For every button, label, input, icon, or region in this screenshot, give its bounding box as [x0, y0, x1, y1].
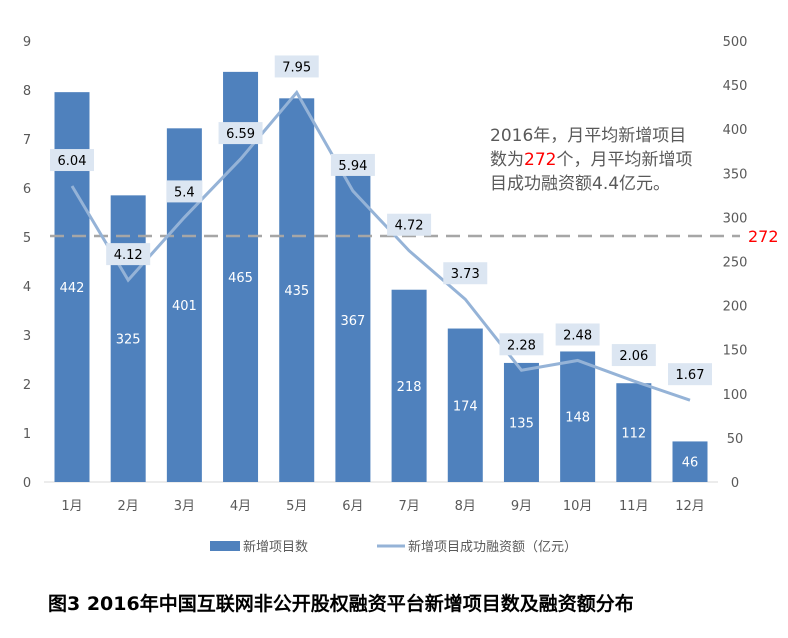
line-value-label: 5.94	[338, 159, 367, 174]
line-value-box	[106, 243, 151, 266]
legend: 新增项目数 新增项目成功融资额（亿元）	[210, 539, 577, 555]
left-tick-label: 5	[23, 231, 31, 246]
line-value-label: 1.67	[676, 368, 705, 383]
left-tick-label: 4	[23, 280, 31, 295]
legend-label-bar: 新增项目数	[243, 539, 308, 555]
line-value-label: 6.04	[58, 154, 87, 169]
bar-value-label: 367	[340, 314, 365, 329]
line-value-box	[443, 262, 488, 285]
bar-value-label: 112	[621, 427, 646, 442]
left-tick-label: 9	[23, 35, 31, 50]
x-tick-label: 7月	[398, 499, 419, 514]
bar-value-label: 218	[397, 380, 422, 395]
legend-label-line: 新增项目成功融资额（亿元）	[408, 539, 577, 555]
bar-value-label: 325	[116, 333, 141, 348]
bar-value-label: 148	[565, 411, 590, 426]
bar-value-label: 174	[453, 399, 478, 414]
line-value-label: 2.06	[619, 349, 648, 364]
right-tick-label: 350	[723, 167, 748, 182]
bar	[447, 328, 483, 482]
left-tick-label: 2	[23, 378, 31, 393]
line-value-box	[166, 180, 203, 203]
line-value-box	[218, 122, 263, 145]
line-value-box	[330, 153, 375, 176]
left-tick-label: 1	[23, 427, 31, 442]
right-tick-label: 100	[723, 388, 748, 403]
annotation-highlight: 272	[524, 150, 557, 170]
line-value-box	[499, 333, 544, 356]
annotation: 2016年，月平均新增项目数为272个，月平均新增项目成功融资额4.4亿元。	[490, 124, 700, 196]
right-tick-label: 250	[723, 256, 748, 271]
line-value-box	[555, 323, 600, 346]
right-tick-label: 50	[727, 432, 744, 447]
bar-value-label: 401	[172, 299, 197, 314]
reference-line-label: 272	[748, 227, 779, 246]
line-value-label: 7.95	[282, 60, 311, 75]
left-tick-label: 7	[23, 133, 31, 148]
line-value-box	[50, 149, 94, 172]
x-tick-label: 3月	[174, 499, 195, 514]
bar	[503, 362, 539, 482]
x-tick-label: 8月	[455, 499, 476, 514]
line-value-label: 4.12	[114, 248, 143, 263]
right-tick-label: 150	[723, 344, 748, 359]
bar-value-label: 465	[228, 271, 253, 286]
x-tick-label: 2月	[118, 499, 139, 514]
line-value-box	[274, 55, 319, 78]
x-tick-label: 11月	[619, 499, 649, 514]
bar-value-label: 135	[509, 416, 534, 431]
legend-swatch-bar	[210, 541, 240, 551]
annotation-text: 2016年，月平均新增项目数为	[490, 126, 687, 170]
bar	[672, 441, 708, 482]
line-value-label: 2.48	[563, 328, 592, 343]
bar	[391, 289, 427, 482]
x-tick-label: 12月	[675, 499, 705, 514]
x-tick-label: 10月	[563, 499, 593, 514]
line-value-box	[668, 363, 712, 386]
bar	[335, 158, 371, 482]
line-series	[70, 89, 691, 402]
right-tick-label: 400	[723, 123, 748, 138]
bar	[279, 98, 315, 482]
bar-value-label: 442	[60, 281, 85, 296]
left-tick-label: 3	[23, 329, 31, 344]
right-tick-label: 500	[723, 35, 748, 50]
bar-value-label: 46	[682, 456, 699, 471]
left-tick-label: 0	[23, 476, 31, 491]
bar	[616, 383, 652, 482]
line-value-label: 4.72	[395, 219, 424, 234]
line-value-label: 6.59	[226, 127, 255, 142]
x-tick-label: 1月	[61, 499, 82, 514]
x-tick-label: 6月	[342, 499, 363, 514]
line-value-label: 5.4	[174, 185, 195, 200]
bar	[560, 351, 596, 482]
left-tick-label: 6	[23, 182, 31, 197]
x-tick-label: 5月	[286, 499, 307, 514]
right-tick-label: 300	[723, 211, 748, 226]
annotation-text-end: 个，月平均新增项目成功融资额4.4亿元。	[490, 150, 693, 194]
line-value-label: 3.73	[451, 267, 480, 282]
x-tick-label: 9月	[511, 499, 532, 514]
x-tick-label: 4月	[230, 499, 251, 514]
line-value-box	[611, 344, 656, 367]
right-tick-label: 0	[731, 476, 739, 491]
line-value-box	[387, 213, 432, 236]
left-tick-label: 8	[23, 84, 31, 99]
chart-title: 图3 2016年中国互联网非公开股权融资平台新增项目数及融资额分布	[48, 593, 634, 615]
bar-value-label: 435	[284, 284, 309, 299]
right-tick-label: 450	[723, 79, 748, 94]
right-tick-label: 200	[723, 300, 748, 315]
line-value-label: 2.28	[507, 338, 536, 353]
